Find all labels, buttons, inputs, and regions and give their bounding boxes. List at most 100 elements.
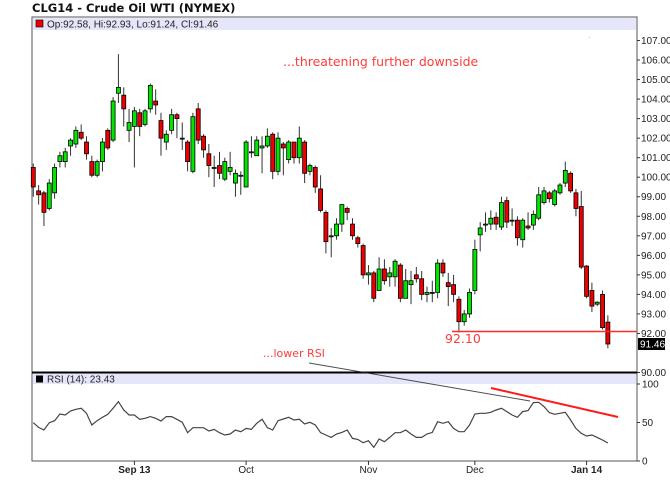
candle (286, 140, 292, 164)
candle-body (275, 137, 281, 172)
candle (105, 128, 111, 150)
candle (334, 218, 339, 240)
candle-body (424, 292, 430, 295)
candle-body (472, 249, 478, 291)
candle (131, 106, 137, 168)
candle-body (217, 165, 222, 174)
candle (568, 171, 574, 193)
candle (291, 141, 297, 164)
candle (126, 108, 132, 143)
candle-body (169, 114, 175, 131)
candle-body (57, 155, 63, 162)
support-label: 92.10 (445, 331, 481, 346)
candle (211, 155, 217, 187)
chart-title: CLG14 - Crude Oil WTI (NYMEX) (32, 1, 235, 15)
candle (30, 163, 36, 197)
price-tick-label: 93.00 (641, 309, 666, 320)
candle (318, 175, 323, 213)
candle-body (137, 112, 143, 127)
candle (94, 159, 100, 178)
candle (52, 163, 57, 199)
candle-body (445, 282, 451, 287)
candle-body (238, 174, 244, 177)
ohlc-legend: Op:92.58, Hi:92.93, Lo:91.24, Cl:91.46 (47, 20, 219, 31)
last-price-box (638, 337, 665, 350)
ohlc-legend-swatch (35, 19, 44, 28)
candle (504, 196, 510, 228)
candle (110, 97, 116, 143)
candle (366, 265, 371, 285)
price-tick-label: 103.00 (641, 114, 670, 125)
candle-body (52, 167, 57, 194)
candle (397, 263, 403, 303)
candle (296, 126, 302, 164)
candle (456, 296, 462, 333)
candle (312, 165, 318, 193)
candle-body (206, 153, 212, 166)
candle (403, 269, 409, 299)
candle (360, 243, 366, 279)
candle-body (121, 94, 127, 110)
rsi-line (32, 400, 609, 449)
candle (249, 136, 254, 158)
candle (467, 288, 472, 318)
candle (429, 280, 435, 303)
candle-body (291, 141, 297, 159)
candle (536, 186, 542, 221)
rsi-resistance-trendline (490, 387, 619, 418)
candle (472, 239, 478, 295)
candle (100, 138, 105, 172)
candle (584, 265, 589, 299)
price-tick-label: 96.00 (641, 251, 666, 262)
candle (451, 274, 456, 303)
candle (153, 89, 159, 115)
candle (264, 128, 270, 148)
candle (509, 208, 515, 227)
candle (116, 54, 121, 103)
candle-body (440, 262, 446, 274)
candle (259, 136, 265, 174)
price-tick-label: 107.00 (641, 36, 670, 47)
candle-body (30, 167, 36, 188)
candle-body (413, 274, 419, 280)
candle-body (520, 219, 526, 241)
candle (238, 171, 244, 195)
candle-body (62, 151, 68, 162)
candle (227, 151, 233, 176)
candle (371, 270, 377, 303)
candle (302, 140, 308, 184)
candle-body (557, 184, 563, 194)
candle-body (328, 235, 334, 238)
candle-body (552, 190, 558, 205)
candle-body (105, 129, 111, 149)
last-price-label: 91.46 (640, 339, 665, 350)
candle-body (408, 280, 414, 286)
candle (435, 259, 441, 299)
candle (552, 188, 558, 207)
price-tick-label: 95.00 (641, 270, 666, 281)
candle (488, 210, 494, 230)
candle (493, 212, 499, 230)
candle (578, 190, 584, 270)
candle-body (536, 194, 542, 219)
candle (562, 161, 568, 187)
candle-body (493, 216, 499, 225)
candle (217, 151, 222, 180)
candle (408, 270, 414, 305)
candle-body (605, 321, 611, 345)
candle (387, 267, 393, 287)
x-axis: Sep 13 Oct Nov Dec Jan 14 (118, 461, 603, 476)
rsi-legend-swatch (36, 375, 43, 383)
candle-body (302, 141, 308, 174)
rsi-tick-label: 0 (642, 457, 648, 468)
candle (424, 286, 430, 303)
candle-body (600, 293, 605, 328)
candle (36, 185, 42, 205)
candle-body (179, 137, 185, 140)
plot-frame (31, 16, 638, 462)
candle (392, 259, 398, 287)
candle-body (89, 161, 95, 176)
candle (355, 235, 361, 248)
candle (419, 270, 425, 301)
candle-body (286, 141, 292, 161)
